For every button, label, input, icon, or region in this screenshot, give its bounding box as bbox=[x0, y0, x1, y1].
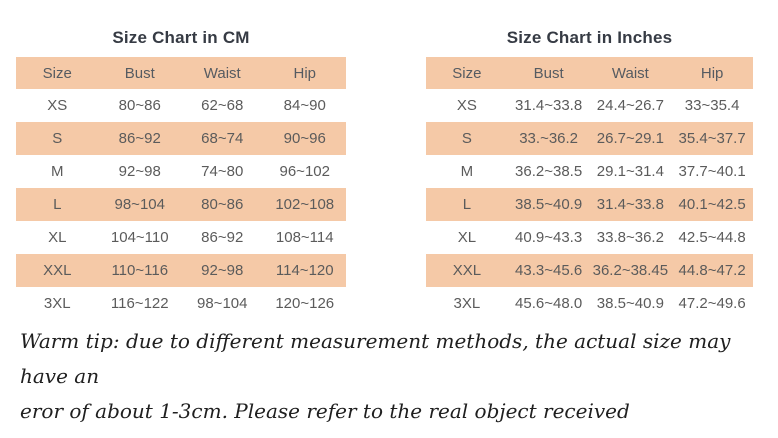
header-row: Size Bust Waist Hip bbox=[426, 57, 753, 89]
tables-row: Size Chart in CM Size Bust Waist Hip XS … bbox=[16, 27, 753, 320]
cell-waist: 24.4~26.7 bbox=[596, 97, 664, 114]
cell-bust: 45.6~48.0 bbox=[515, 295, 583, 312]
cell-size: XL bbox=[457, 229, 477, 246]
cell-size: XS bbox=[456, 97, 477, 114]
table-row-s: S 86~92 68~74 90~96 bbox=[16, 122, 346, 155]
table-body: XS 80~86 62~68 84~90 S 86~92 68~74 90~96… bbox=[16, 89, 346, 320]
table-row-s: S 33.~36.2 26.7~29.1 35.4~37.7 bbox=[426, 122, 753, 155]
cell-waist: 33.8~36.2 bbox=[596, 229, 664, 246]
column-header-waist: Waist bbox=[611, 64, 649, 82]
cell-bust: 33.~36.2 bbox=[519, 130, 579, 147]
cell-bust: 31.4~33.8 bbox=[515, 97, 583, 114]
cell-size: XXL bbox=[452, 262, 482, 279]
cell-bust: 40.9~43.3 bbox=[515, 229, 583, 246]
cell-bust: 36.2~38.5 bbox=[515, 163, 583, 180]
table-title-cm: Size Chart in CM bbox=[112, 28, 250, 47]
cell-size: S bbox=[52, 130, 63, 147]
cell-size: L bbox=[462, 196, 472, 213]
cell-size: 3XL bbox=[453, 295, 481, 312]
table-header: Size Bust Waist Hip bbox=[426, 57, 753, 89]
cell-size: S bbox=[461, 130, 472, 147]
size-chart-cm-section: Size Chart in CM Size Bust Waist Hip XS … bbox=[16, 27, 346, 320]
cell-size: XS bbox=[47, 97, 68, 114]
cell-hip: 90~96 bbox=[283, 130, 326, 147]
table-row-3xl: 3XL 116~122 98~104 120~126 bbox=[16, 287, 346, 320]
cell-bust: 92~98 bbox=[118, 163, 161, 180]
cell-waist: 29.1~31.4 bbox=[596, 163, 664, 180]
cell-waist: 80~86 bbox=[201, 196, 244, 213]
column-header-waist: Waist bbox=[203, 64, 241, 82]
cell-waist: 86~92 bbox=[201, 229, 244, 246]
size-table-inches: Size Bust Waist Hip XS 31.4~33.8 24.4~26… bbox=[426, 57, 753, 320]
table-row-m: M 36.2~38.5 29.1~31.4 37.7~40.1 bbox=[426, 155, 753, 188]
cell-hip: 44.8~47.2 bbox=[678, 262, 746, 279]
size-chart-inches-section: Size Chart in Inches Size Bust Waist Hip… bbox=[426, 27, 753, 320]
table-header: Size Bust Waist Hip bbox=[16, 57, 346, 89]
warm-tip-line-2: eror of about 1-3cm. Please refer to the… bbox=[20, 399, 630, 423]
cell-hip: 35.4~37.7 bbox=[678, 130, 746, 147]
cell-waist: 26.7~29.1 bbox=[596, 130, 664, 147]
cell-waist: 98~104 bbox=[197, 295, 248, 312]
cell-size: 3XL bbox=[43, 295, 71, 312]
column-header-size: Size bbox=[42, 64, 72, 82]
cell-hip: 40.1~42.5 bbox=[678, 196, 746, 213]
size-table-cm: Size Bust Waist Hip XS 80~86 62~68 84~90… bbox=[16, 57, 346, 320]
column-header-size: Size bbox=[452, 64, 482, 82]
table-body: XS 31.4~33.8 24.4~26.7 33~35.4 S 33.~36.… bbox=[426, 89, 753, 320]
cell-hip: 37.7~40.1 bbox=[678, 163, 746, 180]
table-row-xxl: XXL 43.3~45.6 36.2~38.45 44.8~47.2 bbox=[426, 254, 753, 287]
table-row-xl: XL 40.9~43.3 33.8~36.2 42.5~44.8 bbox=[426, 221, 753, 254]
cell-waist: 68~74 bbox=[201, 130, 244, 147]
header-row: Size Bust Waist Hip bbox=[16, 57, 346, 89]
cell-hip: 108~114 bbox=[275, 229, 334, 246]
cell-waist: 31.4~33.8 bbox=[596, 196, 664, 213]
cell-bust: 43.3~45.6 bbox=[515, 262, 583, 279]
table-row-m: M 92~98 74~80 96~102 bbox=[16, 155, 346, 188]
table-row-xs: XS 31.4~33.8 24.4~26.7 33~35.4 bbox=[426, 89, 753, 122]
table-title-inches: Size Chart in Inches bbox=[506, 28, 673, 47]
cell-size: L bbox=[53, 196, 62, 213]
cell-bust: 104~110 bbox=[110, 229, 169, 246]
cell-hip: 96~102 bbox=[279, 163, 330, 180]
cell-bust: 80~86 bbox=[118, 97, 161, 114]
column-header-hip: Hip bbox=[700, 64, 724, 82]
cell-bust: 98~104 bbox=[114, 196, 165, 213]
cell-waist: 92~98 bbox=[201, 262, 244, 279]
cell-size: XXL bbox=[43, 262, 72, 279]
table-row-l: L 38.5~40.9 31.4~33.8 40.1~42.5 bbox=[426, 188, 753, 221]
cell-hip: 114~120 bbox=[275, 262, 334, 279]
cell-hip: 120~126 bbox=[275, 295, 335, 312]
cell-size: XL bbox=[48, 229, 67, 246]
cell-bust: 116~122 bbox=[110, 295, 169, 312]
warm-tip-line-1: Warm tip: due to different measurement m… bbox=[20, 329, 731, 388]
table-row-3xl: 3XL 45.6~48.0 38.5~40.9 47.2~49.6 bbox=[426, 287, 753, 320]
table-row-xs: XS 80~86 62~68 84~90 bbox=[16, 89, 346, 122]
cell-size: M bbox=[460, 163, 474, 180]
cell-waist: 36.2~38.45 bbox=[592, 262, 669, 279]
cell-waist: 74~80 bbox=[201, 163, 244, 180]
cell-bust: 110~116 bbox=[111, 262, 169, 279]
cell-hip: 47.2~49.6 bbox=[678, 295, 746, 312]
table-row-xl: XL 104~110 86~92 108~114 bbox=[16, 221, 346, 254]
cell-bust: 86~92 bbox=[118, 130, 161, 147]
column-header-hip: Hip bbox=[293, 64, 316, 82]
cell-hip: 33~35.4 bbox=[684, 97, 740, 114]
cell-waist: 38.5~40.9 bbox=[596, 295, 664, 312]
cell-hip: 84~90 bbox=[283, 97, 326, 114]
cell-bust: 38.5~40.9 bbox=[515, 196, 583, 213]
cell-hip: 42.5~44.8 bbox=[678, 229, 746, 246]
warm-tip-note: Warm tip: due to different measurement m… bbox=[20, 324, 760, 429]
table-row-xxl: XXL 110~116 92~98 114~120 bbox=[16, 254, 346, 287]
table-row-l: L 98~104 80~86 102~108 bbox=[16, 188, 346, 221]
cell-hip: 102~108 bbox=[275, 196, 335, 213]
cell-size: M bbox=[51, 163, 64, 180]
cell-waist: 62~68 bbox=[201, 97, 244, 114]
column-header-bust: Bust bbox=[533, 64, 564, 82]
column-header-bust: Bust bbox=[124, 64, 155, 82]
